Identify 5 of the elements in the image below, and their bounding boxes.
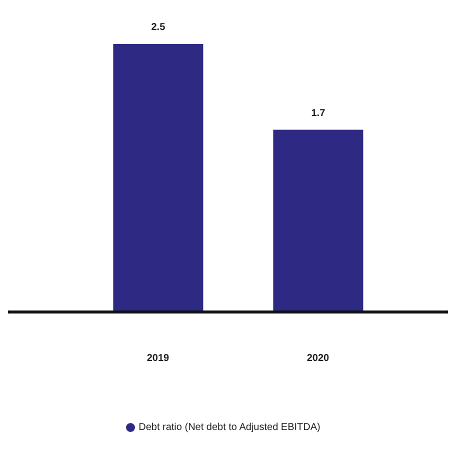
data-label: 1.7 xyxy=(311,108,326,119)
data-label: 2.5 xyxy=(151,22,166,33)
x-tick-label: 2020 xyxy=(306,353,330,364)
legend-label: Debt ratio (Net debt to Adjusted EBITDA) xyxy=(138,422,320,433)
x-tick-label: 2019 xyxy=(146,353,170,364)
